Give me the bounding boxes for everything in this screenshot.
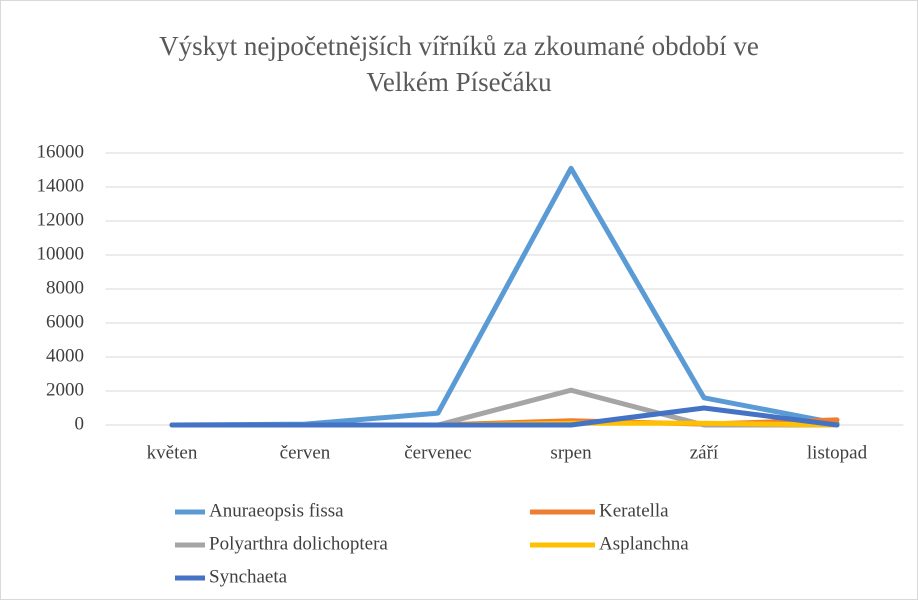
y-tick-label: 14000 [37, 175, 85, 196]
x-tick-label: listopad [807, 442, 868, 463]
y-tick-label: 10000 [37, 243, 85, 264]
y-tick-label: 4000 [46, 345, 84, 366]
y-tick-label: 6000 [46, 311, 84, 332]
legend-label: Anuraeopsis fissa [209, 500, 344, 521]
y-tick-label: 16000 [37, 141, 85, 162]
legend-label: Asplanchna [599, 533, 689, 554]
y-tick-label: 2000 [46, 379, 84, 400]
x-tick-label: srpen [550, 442, 592, 463]
series-line [169, 165, 840, 428]
y-tick-label: 8000 [46, 277, 84, 298]
x-tick-label: červenec [404, 442, 472, 463]
chart-title: Výskyt nejpočetnějších vířníků za zkouma… [159, 31, 759, 97]
x-tick-label: září [690, 442, 719, 463]
series-line [169, 387, 840, 428]
y-tick-label: 0 [75, 413, 85, 434]
x-tick-label: květen [147, 442, 198, 463]
legend-label: Synchaeta [209, 566, 288, 587]
legend-label: Polyarthra dolichoptera [209, 533, 388, 554]
series-line [169, 405, 840, 428]
x-tick-label: červen [280, 442, 331, 463]
legend-label: Keratella [599, 500, 669, 521]
y-tick-label: 12000 [37, 209, 85, 230]
